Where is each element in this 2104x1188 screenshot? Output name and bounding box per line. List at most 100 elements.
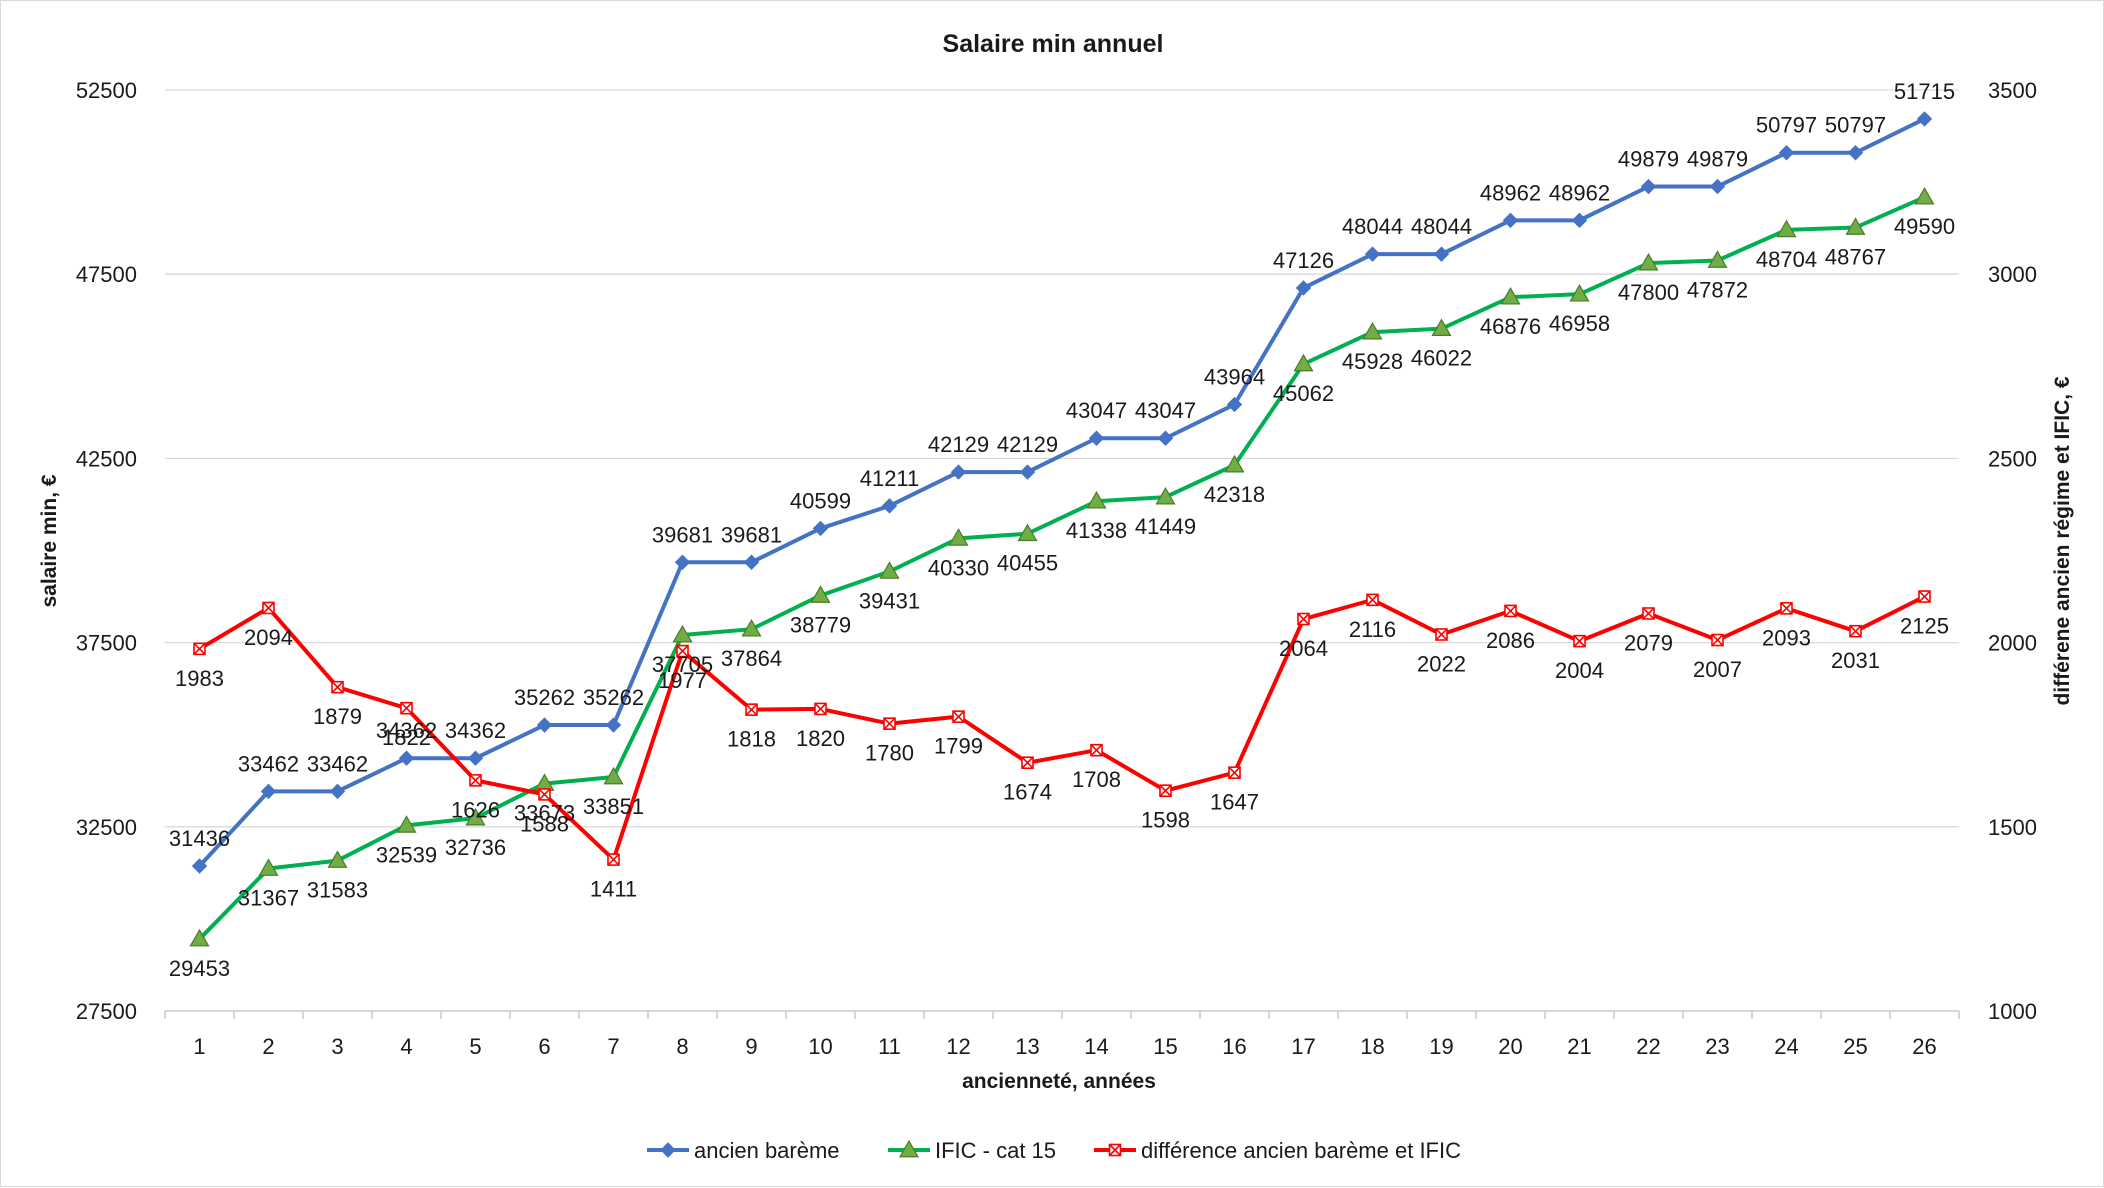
- data-label-0: 40599: [790, 488, 851, 513]
- x-tick-label: 12: [946, 1034, 970, 1059]
- x-tick-label: 7: [607, 1034, 619, 1059]
- legend-label: IFIC - cat 15: [935, 1138, 1056, 1163]
- data-point-2: [814, 702, 827, 716]
- x-tick-label: 11: [878, 1034, 901, 1059]
- y-tick-label: 47500: [76, 262, 137, 287]
- data-label-0: 48044: [1342, 214, 1403, 239]
- data-point-1: [189, 928, 210, 947]
- data-point-0: [1709, 178, 1726, 195]
- data-point-2: [400, 701, 413, 715]
- data-point-0: [950, 464, 967, 480]
- x-tick-label: 6: [538, 1034, 550, 1059]
- data-point-2: [745, 703, 758, 716]
- x-tick-label: 10: [808, 1034, 832, 1059]
- data-point-0: [605, 717, 622, 733]
- data-point-2: [1504, 604, 1517, 618]
- data-label-0: 41211: [860, 466, 920, 491]
- data-labels: 31436 33462 33462 34362 34362 35262 35262 39681…: [169, 79, 1955, 981]
- data-label-2: 1588: [520, 811, 569, 836]
- data-point-1: [1362, 321, 1383, 340]
- data-point-1: [1845, 217, 1866, 235]
- data-point-1: [1914, 186, 1935, 205]
- series-line-2: [198, 594, 1926, 862]
- x-tick-label: 25: [1843, 1034, 1867, 1059]
- legend-marker: [1108, 1143, 1122, 1157]
- data-point-2: [1849, 624, 1862, 638]
- data-point-1: [948, 528, 969, 546]
- data-point-0: [674, 554, 691, 570]
- y2-tick-label: 1000: [1988, 999, 2037, 1024]
- data-point-1: [1293, 353, 1314, 372]
- data-point-1: [1707, 250, 1728, 268]
- data-point-2: [193, 642, 206, 656]
- data-point-0: [398, 750, 415, 766]
- data-label-2: 1977: [658, 668, 707, 693]
- series-layer: [189, 111, 1935, 947]
- data-label-2: 1799: [934, 734, 983, 759]
- series-line-1: [198, 195, 1926, 941]
- data-point-2: [469, 774, 482, 787]
- y2-axis-title: différene ancien régime et IFIC, €: [2051, 376, 2074, 705]
- data-label-0: 50797: [1825, 113, 1886, 138]
- data-point-0: [191, 858, 208, 874]
- x-tick-label: 23: [1705, 1034, 1729, 1059]
- data-label-1: 33851: [583, 794, 644, 819]
- data-point-2: [262, 601, 275, 615]
- legend: ancien barème IFIC - cat 15 différence anc…: [647, 1138, 1461, 1163]
- x-tick-label: 21: [1567, 1034, 1591, 1059]
- data-label-2: 2064: [1279, 636, 1328, 661]
- data-point-0: [1226, 396, 1243, 413]
- x-tick-label: 24: [1774, 1034, 1798, 1059]
- data-label-1: 37705: [652, 652, 713, 677]
- data-point-1: [1500, 286, 1521, 305]
- legend-item: ancien barème: [647, 1138, 840, 1163]
- data-label-0: 43047: [1135, 398, 1196, 423]
- data-label-1: 48767: [1825, 245, 1886, 270]
- y2-tick-label: 3000: [1988, 262, 2037, 287]
- data-label-0: 31436: [169, 826, 230, 851]
- data-label-1: 29453: [169, 956, 230, 981]
- data-point-0: [1778, 145, 1795, 161]
- data-label-1: 41449: [1135, 514, 1196, 539]
- data-point-1: [879, 561, 900, 579]
- data-point-0: [1640, 178, 1657, 195]
- data-point-2: [1573, 634, 1586, 648]
- data-point-1: [1017, 523, 1038, 542]
- data-label-1: 42318: [1204, 482, 1265, 507]
- data-label-0: 42129: [997, 432, 1058, 457]
- chart-title: Salaire min annuel: [943, 30, 1164, 58]
- data-point-0: [1088, 430, 1105, 446]
- data-label-0: 49879: [1618, 147, 1679, 172]
- data-label-2: 2079: [1624, 630, 1673, 655]
- data-label-1: 47800: [1618, 280, 1679, 305]
- data-label-1: 37864: [721, 646, 782, 671]
- data-point-1: [1569, 283, 1590, 302]
- data-point-0: [467, 750, 484, 766]
- x-tick-label: 14: [1084, 1034, 1108, 1059]
- data-label-1: 45062: [1273, 381, 1334, 406]
- data-label-0: 48044: [1411, 214, 1472, 239]
- data-label-2: 2116: [1349, 617, 1396, 642]
- x-tick-label: 1: [193, 1034, 205, 1059]
- data-label-0: 34362: [376, 718, 437, 743]
- data-point-1: [1086, 490, 1107, 509]
- data-label-2: 2094: [244, 625, 293, 650]
- series-line-0: [198, 117, 1926, 868]
- data-point-0: [881, 498, 898, 514]
- y-tick-label: 27500: [76, 999, 137, 1024]
- data-point-1: [465, 807, 486, 826]
- data-point-0: [1847, 145, 1864, 161]
- data-point-2: [676, 644, 689, 658]
- data-point-2: [1642, 607, 1655, 620]
- data-label-0: 47126: [1273, 248, 1334, 273]
- data-point-2: [1090, 743, 1103, 757]
- legend-label: différence ancien barème et IFIC: [1141, 1138, 1461, 1163]
- data-point-1: [603, 766, 624, 785]
- data-point-2: [1780, 602, 1793, 615]
- data-point-1: [1776, 219, 1797, 238]
- data-point-0: [1295, 280, 1312, 296]
- data-point-1: [1638, 252, 1659, 271]
- data-label-1: 33673: [514, 801, 575, 826]
